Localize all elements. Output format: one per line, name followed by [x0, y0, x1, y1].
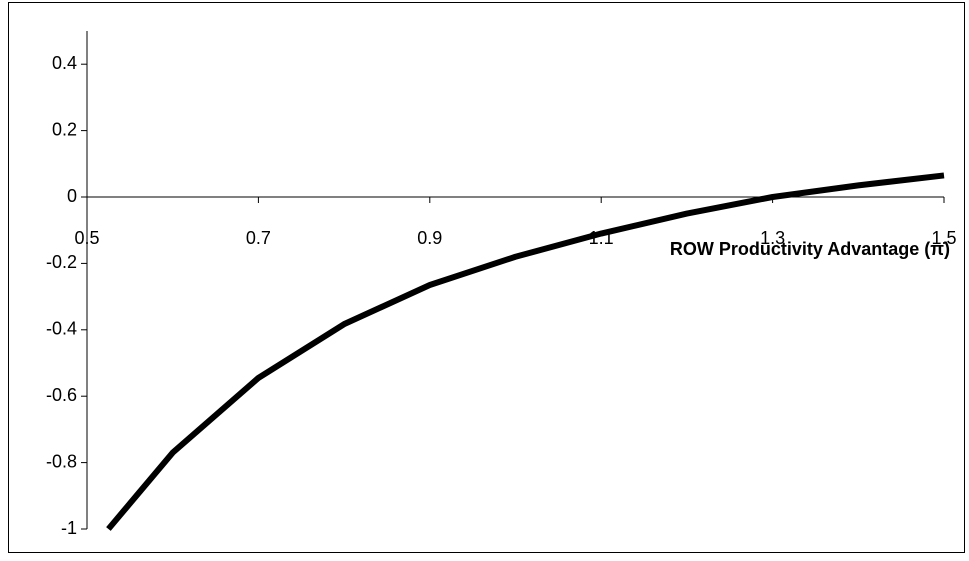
- chart-border: [8, 2, 965, 553]
- x-tick-label: 0.7: [246, 228, 271, 248]
- x-tick-label: 0.9: [417, 228, 442, 248]
- x-tick-label: 1.3: [760, 228, 785, 248]
- x-tick-label: 1.5: [931, 228, 956, 248]
- y-tick-label: -0.4: [46, 319, 77, 339]
- y-tick-label: 0.4: [52, 53, 77, 73]
- x-axis-label: ROW Productivity Advantage (π): [670, 239, 950, 259]
- y-tick-label: -0.2: [46, 252, 77, 272]
- y-tick-label: -1: [61, 518, 77, 538]
- y-tick-label: 0.2: [52, 119, 77, 139]
- y-tick-label: -0.8: [46, 451, 77, 471]
- y-tick-label: 0: [67, 186, 77, 206]
- y-tick-label: -0.6: [46, 385, 77, 405]
- data-line: [106, 172, 945, 531]
- x-tick-label: 0.5: [74, 228, 99, 248]
